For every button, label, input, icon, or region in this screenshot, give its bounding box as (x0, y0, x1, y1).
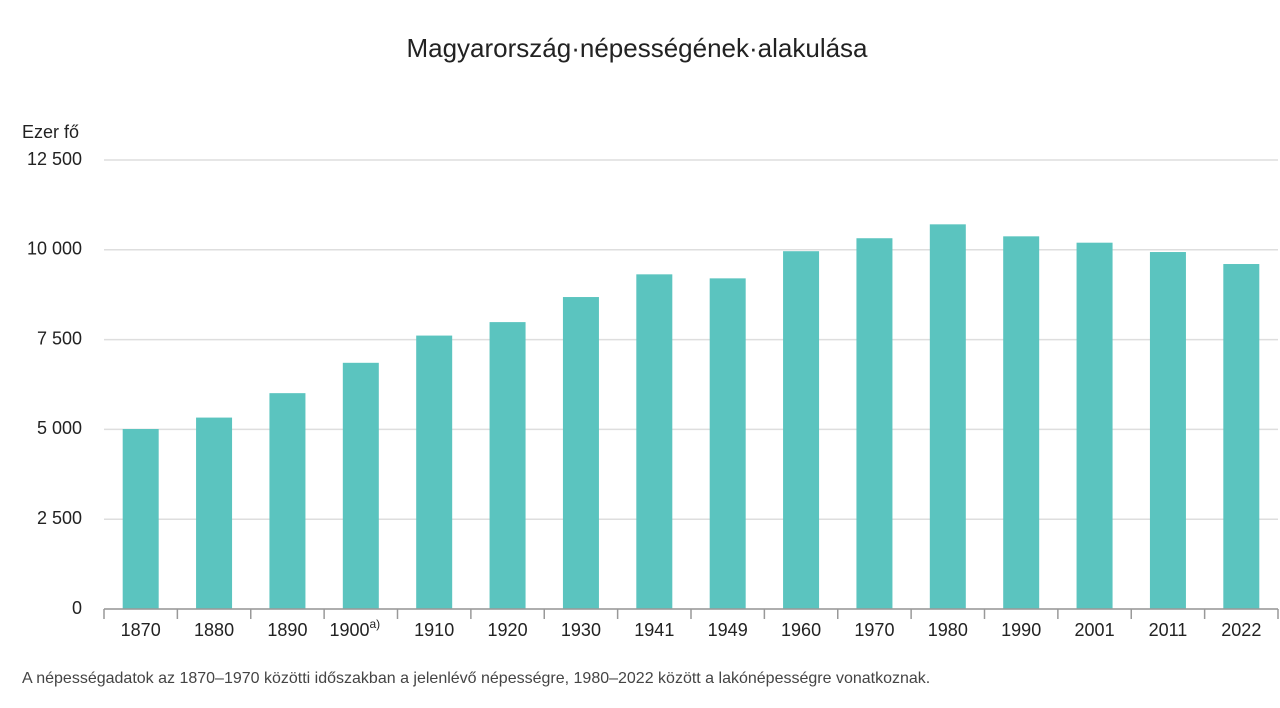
x-tick-label: 2011 (1149, 620, 1188, 640)
bar (489, 322, 526, 609)
x-tick-label-text: 1980 (928, 620, 968, 640)
x-tick-label-text: 1949 (708, 620, 748, 640)
x-tick-label-text: 1920 (488, 620, 528, 640)
x-tick-label-text: 1870 (121, 620, 161, 640)
bar (416, 335, 453, 609)
x-tick-label-text: 1890 (267, 620, 307, 640)
x-tick-label-text: 1941 (634, 620, 674, 640)
x-tick-label: 1949 (708, 620, 748, 640)
y-axis-label: Ezer fő (22, 122, 79, 142)
footnote: A népességadatok az 1870–1970 közötti id… (22, 670, 930, 687)
x-tick-label-text: 2001 (1075, 620, 1115, 640)
bar (1223, 264, 1260, 609)
y-tick-label: 2 500 (37, 508, 82, 528)
bar (929, 224, 966, 610)
bar (856, 238, 893, 609)
x-tick-label-text: 2011 (1149, 620, 1188, 640)
y-tick-label: 10 000 (27, 239, 82, 259)
x-tick-label-text: 1960 (781, 620, 821, 640)
x-tick-label: 1970 (854, 620, 894, 640)
bar (636, 274, 673, 609)
x-tick-label-text: 1900 (329, 620, 369, 640)
x-tick-label-text: 1970 (854, 620, 894, 640)
x-tick-label-text: 1880 (194, 620, 234, 640)
y-tick-label: 5 000 (37, 418, 82, 438)
x-tick-label: 1990 (1001, 620, 1041, 640)
x-tick-label: 2022 (1221, 620, 1261, 640)
x-tick-label: 1890 (267, 620, 307, 640)
x-tick-label-text: 2022 (1221, 620, 1261, 640)
bar (269, 393, 306, 609)
y-tick-label: 12 500 (27, 149, 82, 169)
x-tick-label: 1900a) (329, 617, 380, 640)
x-tick-label: 1980 (928, 620, 968, 640)
bar (709, 278, 746, 609)
x-tick-label: 1930 (561, 620, 601, 640)
x-tick-label: 2001 (1075, 620, 1115, 640)
bar (122, 429, 159, 609)
x-tick-label: 1920 (488, 620, 528, 640)
bar (342, 362, 379, 609)
chart-title: Magyarország·népességének·alakulása (406, 33, 868, 63)
x-tick-superscript: a) (370, 617, 381, 631)
x-tick-label-text: 1930 (561, 620, 601, 640)
bar (783, 251, 820, 610)
bar (1003, 236, 1040, 609)
bar (196, 417, 233, 609)
x-tick-label-text: 1990 (1001, 620, 1041, 640)
bar (1076, 242, 1113, 609)
x-tick-label: 1880 (194, 620, 234, 640)
x-tick-label: 1910 (414, 620, 454, 640)
bar (1149, 252, 1186, 609)
x-tick-label-text: 1910 (414, 620, 454, 640)
x-tick-label: 1870 (121, 620, 161, 640)
x-tick-label: 1941 (634, 620, 674, 640)
x-tick-label: 1960 (781, 620, 821, 640)
y-tick-label: 0 (72, 598, 82, 618)
y-tick-label: 7 500 (37, 328, 82, 348)
bar (562, 297, 599, 609)
